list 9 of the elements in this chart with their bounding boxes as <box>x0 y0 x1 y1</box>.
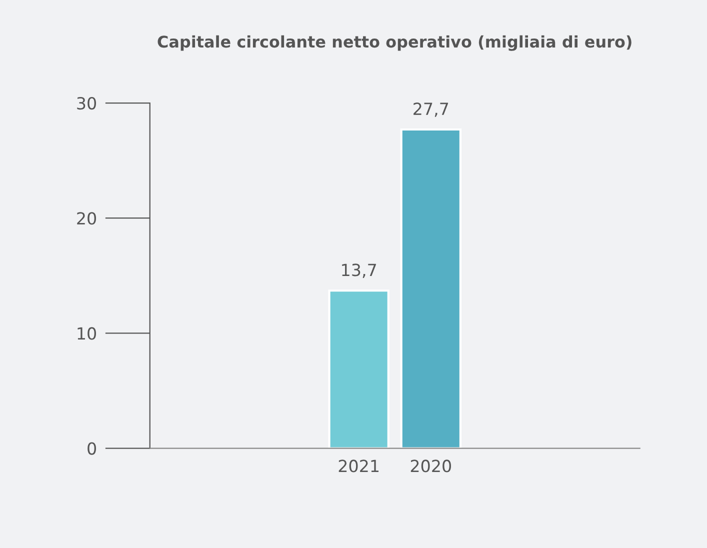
y-tick-label: 30 <box>77 96 96 110</box>
y-tick-label: 0 <box>88 442 96 455</box>
data-label: 27,7 <box>414 102 448 117</box>
chart-title: Capitale circolante netto operativo (migliaia di euro) <box>158 35 632 51</box>
x-tick-label: 2020 <box>410 460 451 472</box>
y-tick-label: 10 <box>78 327 96 340</box>
y-tick-label: 20 <box>77 212 96 225</box>
data-label: 13,7 <box>342 264 376 278</box>
x-tick-label: 2021 <box>338 460 378 472</box>
